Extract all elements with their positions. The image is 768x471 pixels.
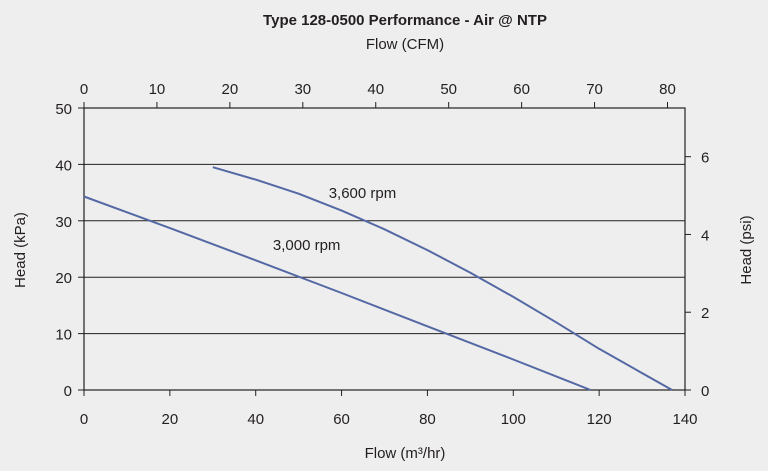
right-tick-label-2: 2 <box>701 305 709 322</box>
series-line-3-000-rpm <box>83 195 591 391</box>
y-tick-label-50: 50 <box>55 101 72 118</box>
bottom-axis: 0 20 40 60 80 100 120 140 <box>80 390 698 428</box>
right-axis: 0 2 4 6 <box>685 150 709 400</box>
y-tick-label-40: 40 <box>55 157 72 174</box>
plot-border <box>83 107 686 391</box>
gridlines <box>84 163 685 335</box>
y-tick-label-10: 10 <box>55 327 72 344</box>
y-tick-label-0: 0 <box>64 383 72 400</box>
x-tick-label-100: 100 <box>501 411 526 428</box>
right-tick-label-0: 0 <box>701 383 709 400</box>
top-tick-label-40: 40 <box>367 81 384 98</box>
y-tick-label-30: 30 <box>55 214 72 231</box>
top-axis-label: Flow (CFM) <box>366 36 444 53</box>
x-axis-label: Flow (m³/hr) <box>365 445 446 462</box>
y-tick-label-20: 20 <box>55 270 72 287</box>
top-tick-label-10: 10 <box>149 81 166 98</box>
left-axis: 0 10 20 30 40 50 <box>55 101 84 400</box>
series-label-3-000-rpm: 3,000 rpm <box>273 237 341 254</box>
x-tick-label-20: 20 <box>162 411 179 428</box>
top-tick-label-70: 70 <box>586 81 603 98</box>
right-tick-label-6: 6 <box>701 150 709 167</box>
plot-frame <box>83 107 686 391</box>
chart-title: Type 128-0500 Performance - Air @ NTP <box>263 12 547 29</box>
x-tick-label-40: 40 <box>247 411 264 428</box>
series-layer: 3,600 rpm 3,000 rpm <box>83 166 673 391</box>
top-tick-label-60: 60 <box>513 81 530 98</box>
right-tick-label-4: 4 <box>701 227 709 244</box>
top-tick-label-20: 20 <box>222 81 239 98</box>
top-tick-label-30: 30 <box>294 81 311 98</box>
x-tick-label-80: 80 <box>419 411 436 428</box>
top-tick-label-50: 50 <box>440 81 457 98</box>
top-tick-label-0: 0 <box>80 81 88 98</box>
y-axis-right-label: Head (psi) <box>738 215 755 284</box>
series-label-3-600-rpm: 3,600 rpm <box>329 185 397 202</box>
x-tick-label-120: 120 <box>587 411 612 428</box>
y-axis-label: Head (kPa) <box>12 212 29 288</box>
x-tick-label-60: 60 <box>333 411 350 428</box>
series-line-3-600-rpm <box>212 166 673 391</box>
top-axis: 0 10 20 30 40 50 60 70 80 <box>80 81 676 108</box>
x-tick-label-0: 0 <box>80 411 88 428</box>
top-tick-label-80: 80 <box>659 81 676 98</box>
x-tick-label-140: 140 <box>672 411 697 428</box>
